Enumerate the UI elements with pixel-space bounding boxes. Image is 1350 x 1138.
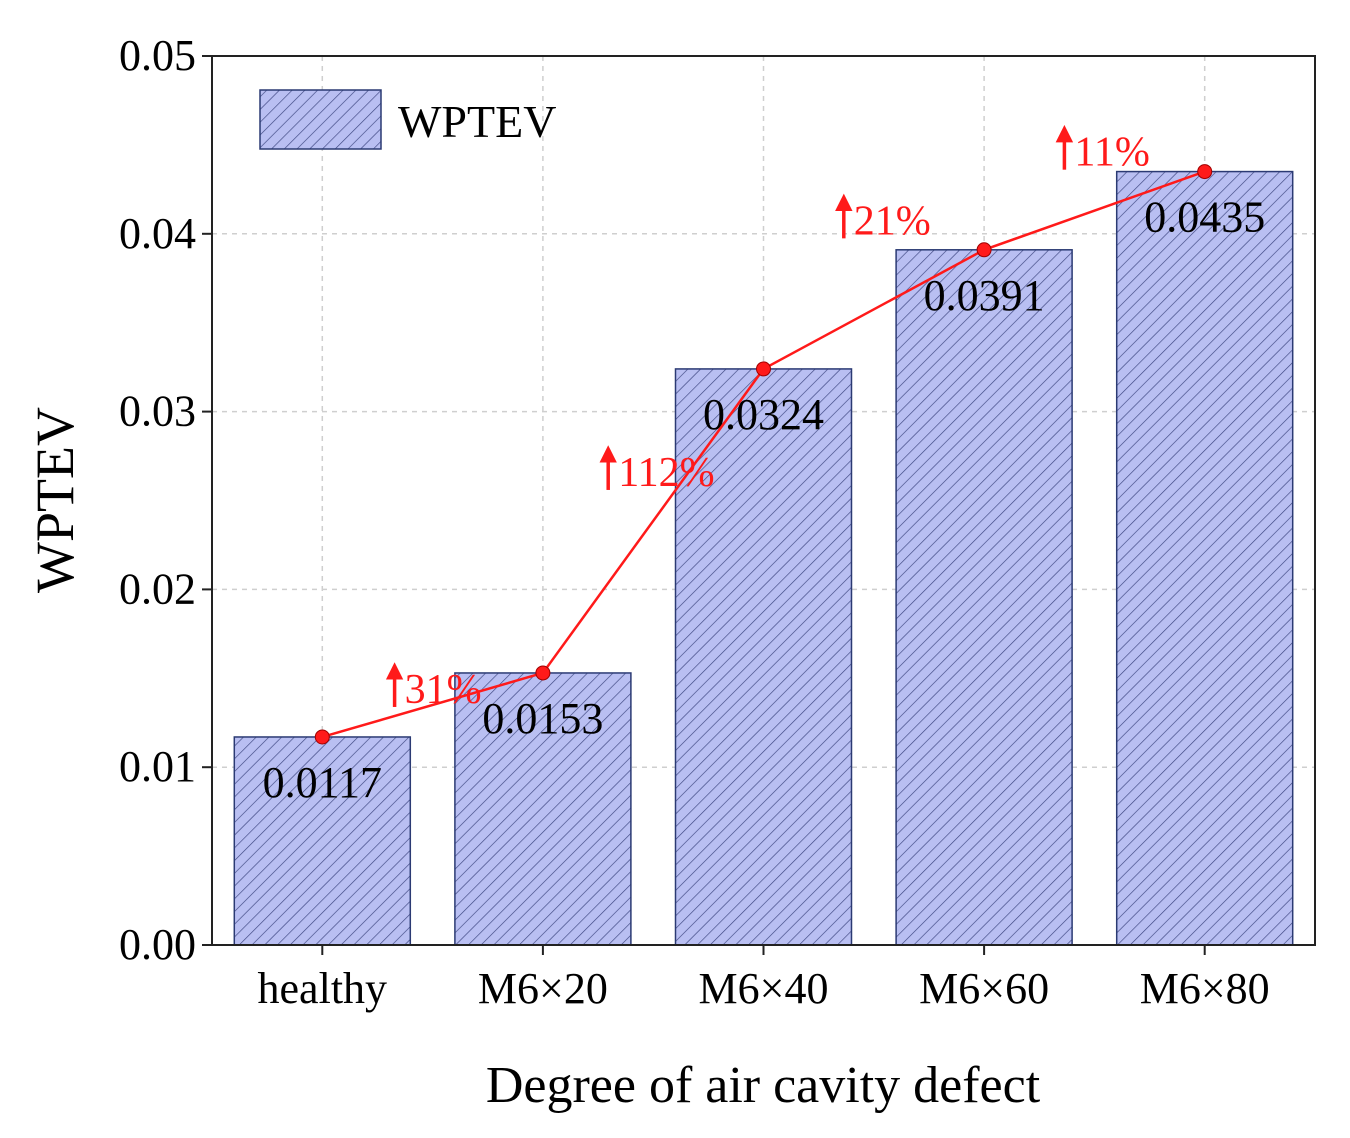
x-tick-label-3: M6×60 — [919, 964, 1049, 1013]
bar-1 — [454, 672, 632, 946]
y-axis-title: WPTEV — [25, 407, 85, 593]
bar-value-labels: 0.0117 0.0153 0.0324 0.0391 0.0435 — [263, 193, 1266, 807]
trend-marker-3 — [976, 242, 992, 258]
y-tick-label-5: 0.05 — [119, 31, 196, 80]
x-tick-label-2: M6×40 — [699, 964, 829, 1013]
bar-value-label-1: 0.0153 — [482, 694, 603, 743]
y-tick-label-0: 0.00 — [119, 920, 196, 969]
legend-swatch — [259, 89, 382, 150]
y-tick-label-2: 0.02 — [119, 564, 196, 613]
bar-value-label-3: 0.0391 — [924, 271, 1045, 320]
x-tick-label-0: healthy — [258, 964, 388, 1013]
trend-marker-1 — [535, 665, 551, 681]
legend-label: WPTEV — [398, 96, 556, 147]
y-tick-label-4: 0.04 — [119, 209, 196, 258]
trend-marker-0 — [314, 729, 330, 745]
x-axis-title: Degree of air cavity defect — [486, 1057, 1041, 1114]
trend-marker-4 — [1197, 164, 1213, 180]
increase-label-2: 21% — [854, 198, 931, 244]
y-tick-label-1: 0.01 — [119, 742, 196, 791]
x-tick-label-4: M6×80 — [1140, 964, 1270, 1013]
legend: WPTEV — [259, 89, 556, 150]
axes: 0.00 0.01 0.02 0.03 0.04 0.05 healthy M6×20 M6×4… — [119, 31, 1270, 1013]
bar-3 — [895, 249, 1073, 946]
y-tick-label-3: 0.03 — [119, 387, 196, 436]
bar-4 — [1115, 170, 1294, 946]
increase-label-1: 112% — [618, 450, 714, 496]
bar-2 — [674, 368, 853, 946]
increase-label-3: 11% — [1074, 130, 1149, 176]
bar-value-label-2: 0.0324 — [703, 390, 824, 439]
bar-value-label-0: 0.0117 — [263, 758, 382, 807]
trend-marker-2 — [756, 361, 771, 377]
x-tick-label-1: M6×20 — [478, 964, 608, 1013]
bar-value-label-4: 0.0435 — [1144, 193, 1265, 242]
increase-label-0: 31% — [405, 667, 482, 713]
trend-line: 31% 112% 21% 11% — [314, 124, 1213, 745]
